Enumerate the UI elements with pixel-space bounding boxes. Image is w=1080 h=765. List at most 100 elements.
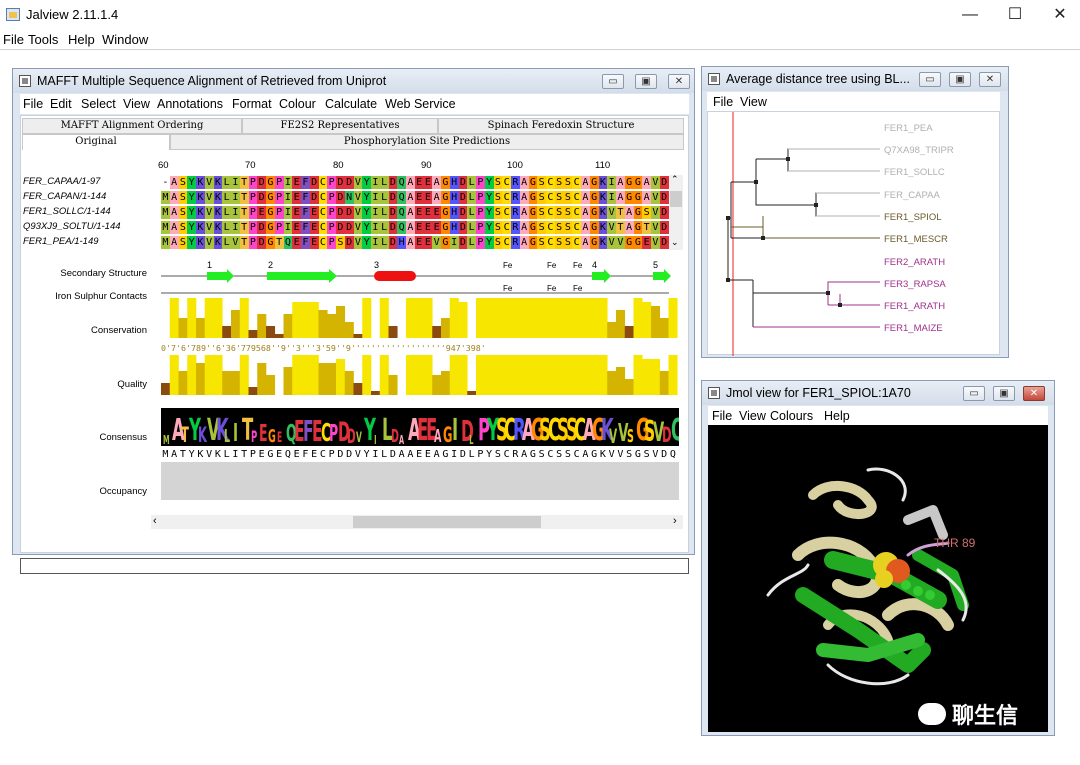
consensus-residue: V <box>617 449 624 460</box>
sequence-name[interactable]: Q93XJ9_SOLTU/1-144 <box>23 221 121 232</box>
menu-web-service[interactable]: Web Service <box>385 97 456 111</box>
tree-leaf[interactable]: FER3_RAPSA <box>884 279 946 290</box>
menu-format[interactable]: Format <box>232 97 272 111</box>
consensus-residue: Y <box>188 449 195 460</box>
tree-diagram[interactable] <box>708 112 1001 356</box>
tree-leaf[interactable]: FER_CAPAA <box>884 190 940 201</box>
menu-tools[interactable]: Tools <box>28 32 59 47</box>
sequence-name[interactable]: FER_CAPAN/1-144 <box>23 191 107 202</box>
annotation-label-quality[interactable]: Quality <box>117 379 147 390</box>
iconify-button[interactable]: ▭ <box>919 72 941 87</box>
menu-file[interactable]: File <box>713 95 734 109</box>
occupancy-track[interactable] <box>161 462 679 500</box>
minimize-button[interactable]: — <box>962 6 978 23</box>
annotation-label-consensus[interactable]: Consensus <box>99 432 147 443</box>
tree-leaf[interactable]: FER1_MESCR <box>884 234 948 245</box>
annotation-bars[interactable] <box>161 298 679 403</box>
consensus-residue: S <box>643 449 650 460</box>
residue: P <box>476 236 485 249</box>
menu-view[interactable]: View <box>740 95 767 109</box>
residue: S <box>493 236 503 249</box>
tree-leaf[interactable]: FER1_SOLLC <box>884 167 945 178</box>
scroll-up-icon[interactable]: ⌃ <box>671 174 679 184</box>
menu-view[interactable]: View <box>739 409 766 423</box>
annotation-label-iron[interactable]: Iron Sulphur Contacts <box>55 291 147 302</box>
menu-edit[interactable]: Edit <box>50 97 72 111</box>
tree-panel[interactable]: FER1_PEA Q7XA98_TRIPR FER1_SOLLC FER_CAP… <box>707 111 1001 356</box>
scrollbar-thumb[interactable] <box>353 516 541 528</box>
sequence-name[interactable]: FER1_PEA/1-149 <box>23 236 99 247</box>
tab-spinach[interactable]: Spinach Feredoxin Structure <box>438 118 684 134</box>
menu-select[interactable]: Select <box>81 97 116 111</box>
scrollbar-thumb[interactable] <box>670 191 682 207</box>
scroll-right-icon[interactable]: › <box>673 515 677 527</box>
scroll-left-icon[interactable]: ‹ <box>153 515 157 527</box>
scroll-down-icon[interactable]: ⌄ <box>671 237 679 247</box>
annotation-label-occupancy[interactable]: Occupancy <box>99 486 147 497</box>
sequence-name[interactable]: FER_CAPAA/1-97 <box>23 176 101 187</box>
tab-original[interactable]: Original <box>22 134 170 150</box>
residue: L <box>467 236 476 249</box>
residue: D <box>458 221 468 234</box>
tree-leaf[interactable]: Q7XA98_TRIPR <box>884 145 954 156</box>
menu-help[interactable]: Help <box>824 409 850 423</box>
menu-file[interactable]: File <box>712 409 733 423</box>
menu-help[interactable]: Help <box>68 32 95 47</box>
horizontal-scrollbar[interactable]: ‹ › <box>151 515 683 529</box>
alignment-window-titlebar[interactable]: MAFFT Multiple Sequence Alignment of Ret… <box>13 69 694 93</box>
maximize-frame-button[interactable]: ▣ <box>635 74 657 89</box>
menu-calculate[interactable]: Calculate <box>325 97 378 111</box>
maximize-button[interactable]: ☐ <box>1007 6 1023 23</box>
tree-leaf[interactable]: FER2_ARATH <box>884 257 946 268</box>
watermark: 聊生信 <box>918 698 1018 730</box>
tree-leaf[interactable]: FER1_SPIOL <box>884 212 942 223</box>
consensus-residue: D <box>346 449 353 460</box>
logo-letter: C <box>320 418 331 446</box>
menu-file[interactable]: File <box>23 97 44 111</box>
residue: F <box>301 176 310 189</box>
tab-phospho[interactable]: Phosphorylation Site Predictions <box>170 134 684 150</box>
menu-colours[interactable]: Colours <box>770 409 814 423</box>
tab-fe2s2[interactable]: FE2S2 Representatives <box>242 118 438 134</box>
maximize-frame-button[interactable]: ▣ <box>993 386 1015 401</box>
tree-leaf[interactable]: FER1_ARATH <box>884 301 946 312</box>
annotation-label-conservation[interactable]: Conservation <box>91 325 147 336</box>
menu-colour[interactable]: Colour <box>279 97 316 111</box>
close-button[interactable]: ✕ <box>1053 6 1067 23</box>
iconify-button[interactable]: ▭ <box>963 386 985 401</box>
tree-window-titlebar[interactable]: Average distance tree using BL... ▭ ▣ ✕ <box>702 67 1008 91</box>
tree-leaf[interactable]: FER1_MAIZE <box>884 323 943 334</box>
quality-bar <box>616 367 626 395</box>
sequence-name[interactable]: FER1_SOLLC/1-144 <box>23 206 111 217</box>
close-frame-button[interactable]: ✕ <box>979 72 1001 87</box>
menu-view[interactable]: View <box>123 97 150 111</box>
tab-mafft-ordering[interactable]: MAFFT Alignment Ordering <box>22 118 242 134</box>
protein-structure[interactable]: THR 89 <box>708 425 1048 732</box>
tree-leaf[interactable]: FER1_PEA <box>884 123 933 134</box>
annotation-label-secondary[interactable]: Secondary Structure <box>60 268 147 279</box>
close-frame-button[interactable]: ✕ <box>668 74 690 89</box>
menu-window[interactable]: Window <box>102 32 149 47</box>
logo-letter: V <box>206 413 220 446</box>
jmol-3d-viewer[interactable]: THR 89 聊生信 <box>708 425 1048 732</box>
maximize-frame-button[interactable]: ▣ <box>949 72 971 87</box>
conservation-bar <box>187 298 197 338</box>
jmol-window-titlebar[interactable]: Jmol view for FER1_SPIOL:1A70 ▭ ▣ ✕ <box>702 381 1054 405</box>
menu-file[interactable]: File <box>3 32 24 47</box>
close-frame-button[interactable]: ✕ <box>1023 386 1045 401</box>
vertical-scrollbar[interactable]: ⌃ ⌄ <box>669 174 683 250</box>
menu-annotations[interactable]: Annotations <box>157 97 224 111</box>
iconify-button[interactable]: ▭ <box>602 74 624 89</box>
residue: S <box>537 206 546 219</box>
consensus-residue: M <box>162 449 169 460</box>
quality-bar <box>283 367 293 395</box>
conservation-bar <box>502 298 512 338</box>
conservation-bar <box>484 298 494 338</box>
secondary-structure-track[interactable]: 1 2 3 Fe Fe Fe 4 5 Fe Fe Fe <box>161 258 671 298</box>
